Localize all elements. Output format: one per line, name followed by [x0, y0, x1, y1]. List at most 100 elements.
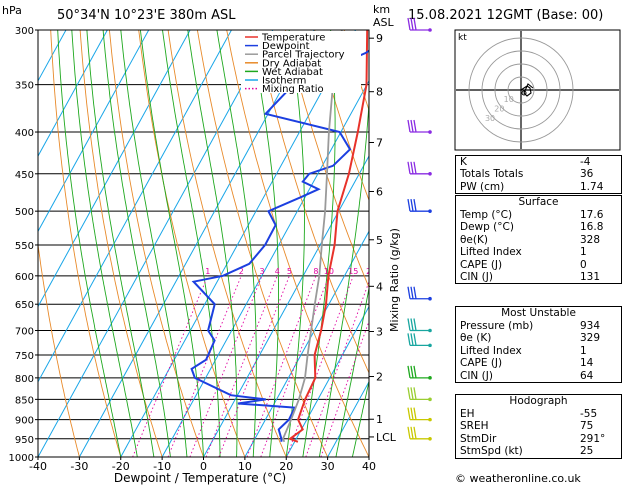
row-label: StmDir	[460, 432, 497, 445]
wet-adiabat-line	[302, 30, 336, 457]
mixing-ratio-label: 3	[259, 267, 264, 276]
y-tick-label: 850	[15, 395, 34, 406]
wind-barb-flag	[407, 161, 411, 174]
legend-box	[241, 31, 361, 93]
dry-adiabat-line	[50, 30, 122, 457]
wet-adiabat-line	[57, 30, 122, 457]
row-value: -55	[580, 408, 598, 420]
row-value: 25	[580, 445, 594, 458]
isotherm-line	[244, 230, 369, 457]
wet-adiabat-line	[368, 454, 369, 457]
mixing-ratio-label: 15	[348, 267, 358, 276]
section-title: Hodograph	[509, 395, 568, 407]
x-axis-title: Dewpoint / Temperature (°C)	[114, 471, 286, 485]
surface-row: Dewp (°C) 16.8	[456, 221, 621, 233]
y-tick-label: 500	[15, 207, 34, 218]
row-value: 14	[580, 357, 594, 370]
hodograph-ring-label: 20	[494, 105, 504, 114]
hodograph-ring-label: 10	[504, 95, 514, 104]
y-tick-label: 1000	[9, 453, 34, 464]
row-label: Temp (°C)	[460, 209, 513, 221]
dry-adiabat-line	[38, 241, 80, 457]
x-tick-label: 0	[200, 460, 207, 473]
legend-label: Dry Adiabat	[262, 58, 321, 69]
row-value: 36	[580, 168, 594, 181]
wind-barb-flag	[413, 17, 417, 31]
row-label: CAPE (J)	[460, 357, 503, 370]
dry-adiabat-line	[79, 30, 163, 457]
surface-row: CIN (J) 131	[456, 271, 621, 283]
wind-barb-flag	[413, 407, 417, 420]
x-tick-label: -20	[112, 460, 130, 473]
surface-table: Surface Temp (°C) 17.6 Dewp (°C) 16.8 θe(K) 32…	[455, 195, 622, 285]
row-label: Totals Totals	[460, 168, 524, 181]
x-tick-label: 10	[238, 460, 252, 473]
legend-label: Mixing Ratio	[262, 84, 324, 95]
wet-adiabat-line	[162, 30, 221, 457]
hodograph-units-label: kt	[458, 33, 467, 43]
y-tick-label: 800	[15, 374, 34, 385]
indices-table: K -4 Totals Totals 36 PW (cm) 1.74	[455, 155, 622, 195]
wind-barb-flag	[413, 286, 417, 299]
km-tick-label: 3	[376, 326, 383, 339]
mixing-ratio-line	[189, 275, 263, 457]
wet-adiabat-line	[187, 30, 238, 457]
mixing-ratio-line	[305, 280, 369, 457]
wind-barb-flag	[410, 426, 414, 439]
most-unstable-table: Most Unstable Pressure (mb) 934 θe (K) 329 Li…	[455, 306, 622, 383]
y-tick-label: 300	[15, 26, 34, 37]
mixing-ratio-line	[205, 275, 278, 457]
parcel-trajectory-line	[282, 30, 343, 443]
row-value: 17.6	[580, 209, 604, 221]
index-row: Totals Totals 36	[456, 168, 621, 180]
wind-barb-point	[428, 343, 432, 348]
datetime-title: 15.08.2021 12GMT (Base: 00)	[408, 8, 603, 23]
y-tick-label: 650	[15, 300, 34, 311]
hodograph-row: StmDir 291°	[456, 433, 621, 445]
row-label: CIN (J)	[460, 270, 493, 283]
wind-barb-flag	[407, 387, 411, 400]
x-tick-label: 20	[279, 460, 293, 473]
row-label: StmSpd (kt)	[460, 445, 523, 458]
row-label: Lifted Index	[460, 344, 522, 357]
y-tick-label: 550	[15, 241, 34, 252]
row-label: SREH	[460, 420, 489, 433]
wind-barb-flag	[410, 407, 414, 420]
x-tick-label: -40	[29, 460, 47, 473]
row-value: -4	[580, 156, 591, 168]
surface-row: CAPE (J) 0	[456, 259, 621, 271]
hodograph-trace	[520, 83, 534, 97]
isotherm-line	[285, 305, 369, 457]
wind-barb-flag	[407, 286, 411, 299]
copyright-footer: © weatheronline.co.uk	[455, 472, 581, 485]
km-tick-label: 6	[376, 185, 383, 198]
surface-row: Lifted Index 1	[456, 246, 621, 258]
row-label: K	[460, 156, 467, 168]
km-tick-label: 7	[376, 137, 383, 150]
dry-adiabat-line	[138, 30, 246, 457]
hodograph-row: EH -55	[456, 408, 621, 420]
wind-barb-point	[428, 397, 432, 402]
wet-adiabat-line	[139, 30, 204, 457]
row-value: 131	[580, 270, 601, 283]
wind-barb-flag	[413, 426, 417, 439]
row-label: EH	[460, 408, 475, 420]
most-unstable-row: Lifted Index 1	[456, 345, 621, 357]
mixing-ratio-label: 5	[287, 267, 292, 276]
legend-label: Parcel Trajectory	[262, 50, 345, 61]
dry-adiabat-line	[108, 30, 204, 457]
legend-label: Temperature	[261, 33, 325, 44]
temperature-line	[287, 30, 369, 443]
wind-barb-flag	[410, 161, 414, 174]
wind-barb-flag	[413, 333, 417, 346]
section-title: Surface	[518, 196, 559, 208]
wind-barb-flag	[410, 318, 414, 331]
index-row: PW (cm) 1.74	[456, 181, 621, 193]
wind-barb-flag	[413, 199, 417, 212]
wind-barb-flag	[410, 119, 414, 133]
hodograph-ring	[507, 76, 535, 104]
mixing-ratio-line	[246, 275, 317, 457]
hodograph-row: StmSpd (kt) 25	[456, 445, 621, 457]
row-value: 64	[580, 369, 594, 382]
y-tick-label: 750	[15, 351, 34, 362]
